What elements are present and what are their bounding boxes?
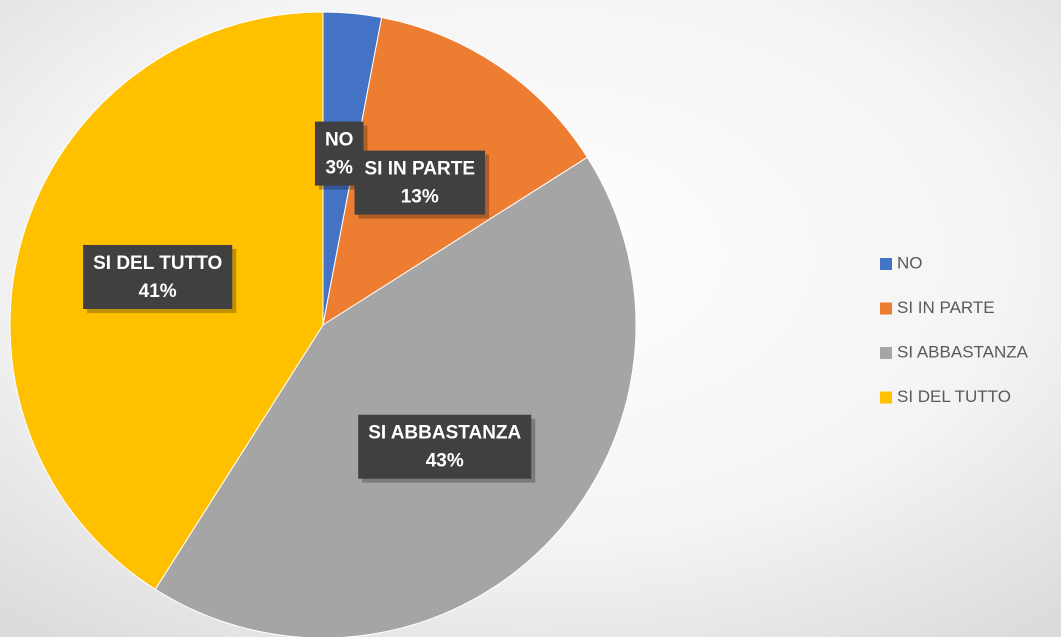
- legend-swatch: [880, 258, 892, 270]
- data-label-box: [358, 414, 532, 479]
- data-label-name: NO: [325, 130, 354, 151]
- legend-label: NO: [897, 253, 923, 272]
- data-label-box: [354, 150, 486, 215]
- data-label-value: 43%: [426, 451, 464, 472]
- legend-label: SI IN PARTE: [897, 298, 995, 317]
- data-label-value: 41%: [139, 281, 177, 302]
- legend-swatch: [880, 302, 892, 315]
- data-label: SI IN PARTE 13%: [354, 150, 490, 219]
- pie-slice: [154, 156, 637, 637]
- legend-swatch: [880, 347, 892, 359]
- data-label-value: 3%: [325, 158, 353, 179]
- legend-label: SI ABBASTANZA: [897, 342, 1029, 361]
- data-label-name: SI IN PARTE: [365, 159, 476, 180]
- legend-label: SI DEL TUTTO: [897, 387, 1011, 406]
- legend-swatch: [880, 391, 892, 404]
- data-label: SI DEL TUTTO 41%: [83, 244, 237, 313]
- data-label-name: SI DEL TUTTO: [93, 253, 222, 274]
- data-label-name: SI ABBASTANZA: [368, 423, 521, 444]
- data-label-value: 13%: [401, 187, 439, 208]
- data-label-box: [83, 244, 233, 309]
- data-label: SI ABBASTANZA 43%: [358, 414, 536, 483]
